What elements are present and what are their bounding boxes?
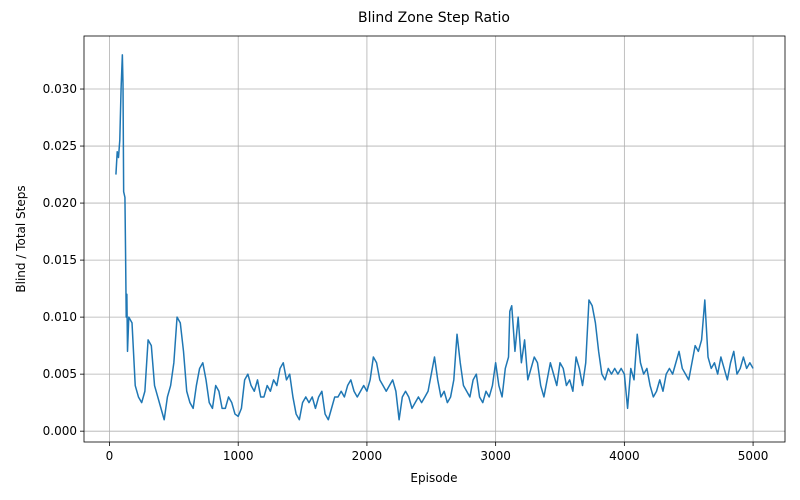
x-tick-label: 0 [106,449,114,463]
x-tick-label: 2000 [352,449,383,463]
y-tick-label: 0.020 [43,196,77,210]
y-tick-label: 0.025 [43,139,77,153]
y-tick-label: 0.015 [43,253,77,267]
x-tick-label: 4000 [609,449,640,463]
x-axis-label: Episode [410,471,457,485]
y-tick-label: 0.010 [43,310,77,324]
x-tick-label: 5000 [738,449,769,463]
data-line [115,54,754,421]
chart-title: Blind Zone Step Ratio [358,10,510,26]
y-axis-label: Blind / Total Steps [14,185,28,292]
y-tick-label: 0.030 [43,82,77,96]
plot-frame [83,35,786,443]
y-tick-label: 0.005 [43,367,77,381]
x-tick-label: 1000 [223,449,254,463]
y-tick-label: 0.000 [43,424,77,438]
x-tick-label: 3000 [480,449,511,463]
